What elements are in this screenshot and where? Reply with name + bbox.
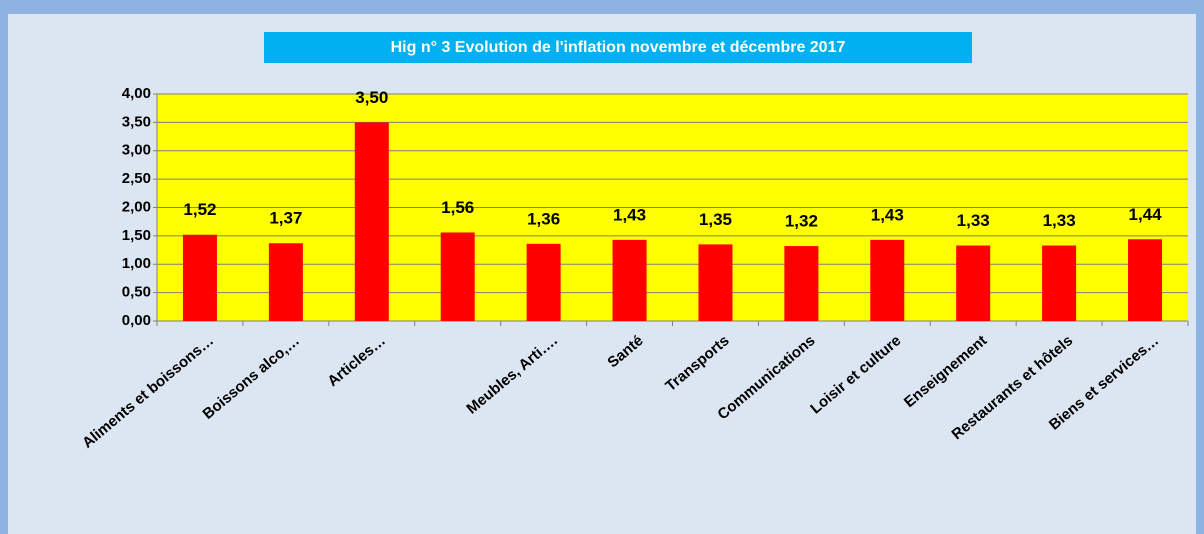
y-tick-label: 0,50 [122, 284, 151, 301]
bar [784, 246, 819, 321]
y-tick-label: 0,00 [122, 312, 151, 329]
chart-title: Hig n° 3 Evolution de l'inflation novemb… [391, 39, 846, 56]
data-label: 1,33 [957, 211, 990, 230]
data-label: 1,32 [785, 212, 818, 231]
data-label: 1,33 [1043, 211, 1076, 230]
y-tick-label: 2,00 [122, 198, 151, 215]
bar [1042, 245, 1077, 321]
bar [354, 122, 389, 321]
bar [182, 234, 217, 321]
y-tick-label: 2,50 [122, 170, 151, 187]
data-label: 1,35 [699, 210, 732, 229]
bar [440, 232, 475, 321]
data-label: 1,56 [441, 198, 474, 217]
data-label: 1,44 [1128, 205, 1162, 224]
y-tick-label: 1,00 [122, 255, 151, 272]
data-label: 1,36 [527, 209, 560, 228]
bar [1128, 239, 1163, 321]
y-tick-label: 4,00 [122, 85, 151, 102]
bar [612, 239, 647, 321]
bar [956, 245, 991, 321]
y-tick-label: 3,50 [122, 113, 151, 130]
y-tick-label: 3,00 [122, 142, 151, 159]
data-label: 1,43 [613, 205, 646, 224]
title-box [264, 32, 972, 63]
bar [526, 243, 561, 321]
data-label: 3,50 [355, 88, 388, 107]
bar [268, 243, 303, 321]
data-label: 1,52 [183, 200, 216, 219]
data-label: 1,43 [871, 205, 904, 224]
y-tick-label: 1,50 [122, 227, 151, 244]
bar [870, 239, 905, 321]
bar [698, 244, 733, 321]
data-label: 1,37 [269, 209, 302, 228]
